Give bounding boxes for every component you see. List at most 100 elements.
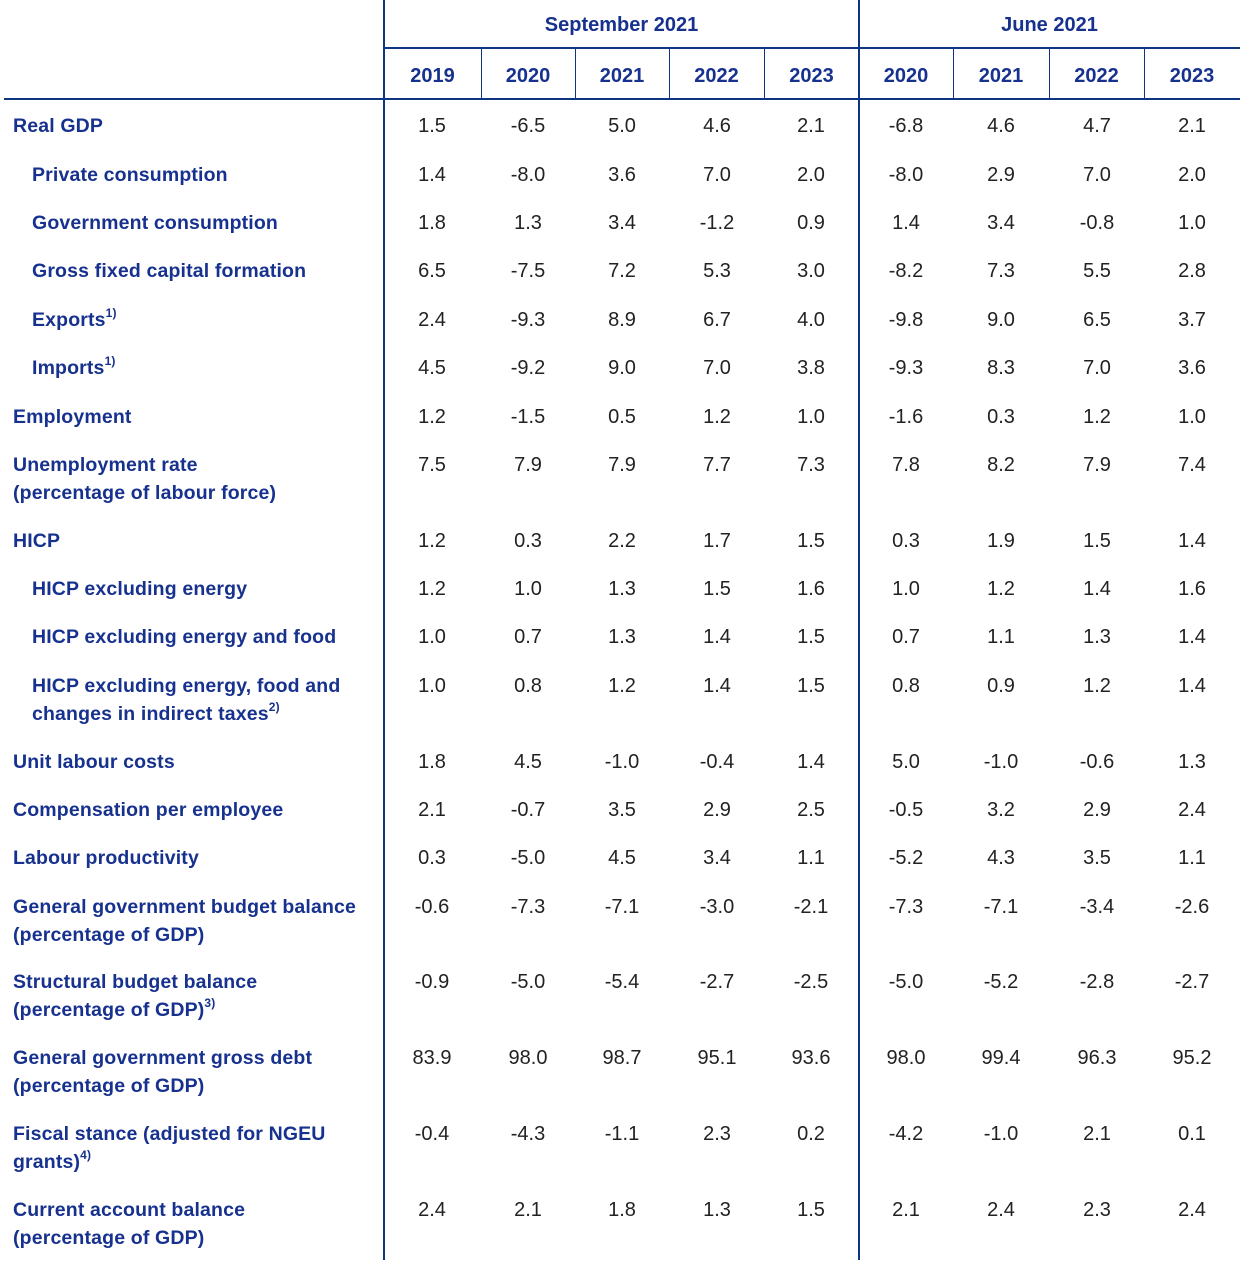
table-cell: 0.9	[797, 212, 825, 234]
table-cell: 4.7	[1083, 115, 1111, 137]
table-cell: 1.4	[703, 675, 731, 697]
rule-under-year-headers	[4, 98, 1240, 100]
table-cell: 1.5	[418, 115, 446, 137]
table-cell: -0.7	[510, 799, 546, 821]
table-cell: 7.9	[608, 454, 636, 476]
year-separator	[1144, 49, 1145, 99]
table-cell: 1.6	[797, 578, 825, 600]
table-cell: 9.0	[987, 309, 1015, 331]
table-cell: 83.9	[412, 1047, 452, 1069]
table-cell: 2.4	[418, 309, 446, 331]
table-cell: 95.1	[697, 1047, 737, 1069]
table-cell: 1.0	[892, 578, 920, 600]
table-cell: -6.8	[888, 115, 924, 137]
table-cell: 5.3	[703, 260, 731, 282]
row-label: HICP excluding energy, food and changes i…	[32, 672, 340, 728]
table-cell: 0.8	[514, 675, 542, 697]
table-cell: 2.4	[418, 1199, 446, 1221]
table-cell: 93.6	[791, 1047, 831, 1069]
row-label-line2: (percentage of labour force)	[13, 482, 277, 504]
table-cell: 0.5	[608, 406, 636, 428]
year-header: 2020	[883, 65, 929, 87]
row-label: Compensation per employee	[13, 796, 283, 824]
table-cell: 1.8	[608, 1199, 636, 1221]
footnote-marker: 4)	[80, 1147, 92, 1162]
row-label-line2: grants)	[13, 1151, 81, 1173]
table-cell: -5.2	[888, 847, 924, 869]
table-cell: -2.7	[1174, 971, 1210, 993]
table-cell: 1.2	[608, 675, 636, 697]
table-cell: -5.0	[510, 971, 546, 993]
table-cell: 3.4	[608, 212, 636, 234]
table-cell: 1.2	[987, 578, 1015, 600]
table-cell: 1.5	[797, 1199, 825, 1221]
table-cell: 1.2	[418, 406, 446, 428]
row-label-line2: (percentage of GDP)	[13, 924, 205, 946]
table-cell: -1.5	[510, 406, 546, 428]
year-separator	[953, 49, 954, 99]
row-label: Unemployment rate (percentage of labour f…	[13, 451, 276, 507]
table-cell: 2.4	[987, 1199, 1015, 1221]
year-header: 2022	[1074, 65, 1119, 87]
table-cell: 4.6	[987, 115, 1015, 137]
year-separator	[575, 49, 576, 99]
table-cell: 1.1	[1178, 847, 1206, 869]
table-cell: 0.3	[892, 530, 920, 552]
table-cell: 1.0	[1178, 406, 1206, 428]
table-cell: 1.3	[608, 578, 636, 600]
table-cell: 6.5	[1083, 309, 1111, 331]
table-cell: -0.6	[414, 896, 450, 918]
row-label-line1: Real GDP	[13, 115, 104, 137]
table-cell: 3.6	[608, 164, 636, 186]
divider-group	[858, 0, 860, 1260]
table-cell: 1.4	[418, 164, 446, 186]
table-cell: -7.5	[510, 260, 546, 282]
row-label-line2: (percentage of GDP)	[13, 1075, 205, 1097]
table-cell: 2.1	[892, 1199, 920, 1221]
table-cell: 4.5	[514, 751, 542, 773]
table-cell: 0.7	[514, 626, 542, 648]
year-separator	[669, 49, 670, 99]
year-header: 2021	[599, 65, 645, 87]
table-cell: 3.5	[608, 799, 636, 821]
table-cell: 6.5	[418, 260, 446, 282]
table-cell: 2.9	[703, 799, 731, 821]
table-cell: -7.1	[604, 896, 640, 918]
table-cell: 0.3	[987, 406, 1015, 428]
table-cell: 3.5	[1083, 847, 1111, 869]
table-cell: 2.4	[1178, 1199, 1206, 1221]
table-cell: 7.3	[987, 260, 1015, 282]
table-cell: 2.1	[418, 799, 446, 821]
table-cell: -0.5	[888, 799, 924, 821]
row-label-line1: Government consumption	[32, 212, 278, 234]
year-header: 2021	[978, 65, 1024, 87]
table-cell: 1.1	[987, 626, 1015, 648]
table-cell: 1.3	[608, 626, 636, 648]
table-cell: 0.3	[418, 847, 446, 869]
table-cell: -1.0	[604, 751, 640, 773]
table-cell: -3.0	[699, 896, 735, 918]
table-cell: 2.9	[987, 164, 1015, 186]
table-cell: 1.7	[703, 530, 731, 552]
table-cell: -0.4	[414, 1123, 450, 1145]
table-cell: 7.0	[1083, 357, 1111, 379]
row-label-line1: Exports	[32, 309, 106, 331]
row-label-line1: Employment	[13, 406, 132, 428]
table-cell: 1.2	[418, 530, 446, 552]
table-cell: 1.0	[1178, 212, 1206, 234]
table-cell: 1.0	[514, 578, 542, 600]
table-cell: 0.1	[1178, 1123, 1206, 1145]
table-cell: -4.2	[888, 1123, 924, 1145]
table-cell: 6.7	[703, 309, 731, 331]
table-cell: 3.4	[703, 847, 731, 869]
table-cell: 1.6	[1178, 578, 1206, 600]
row-label: HICP excluding energy	[32, 575, 247, 603]
year-header: 2020	[505, 65, 551, 87]
footnote-marker: 1)	[104, 353, 116, 368]
table-cell: 3.6	[1178, 357, 1206, 379]
table-cell: 1.5	[797, 530, 825, 552]
table-cell: 2.5	[797, 799, 825, 821]
row-label-line1: Structural budget balance	[13, 971, 258, 993]
row-label-line2: changes in indirect taxes	[32, 703, 269, 725]
